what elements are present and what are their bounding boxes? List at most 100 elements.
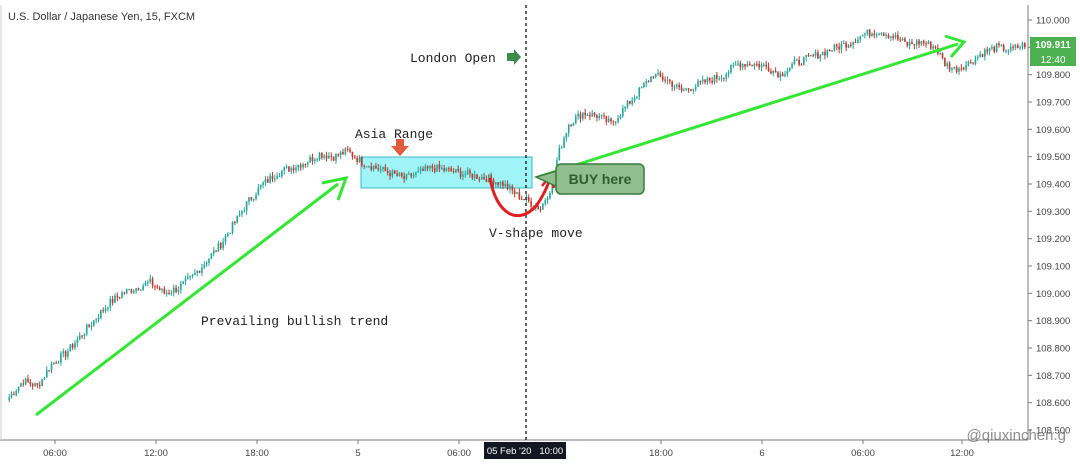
- candle-body: [842, 42, 845, 45]
- candle-body: [194, 273, 196, 275]
- price-tick-label: 109.500: [1036, 152, 1070, 163]
- candle-body: [880, 33, 883, 35]
- candle-body: [255, 195, 257, 199]
- candle-body: [845, 42, 847, 48]
- candle-body: [840, 44, 843, 50]
- candle-body: [116, 295, 119, 298]
- candle-body: [419, 168, 422, 171]
- candle-body: [882, 33, 885, 36]
- candle-body: [972, 63, 974, 65]
- candle-body: [878, 33, 880, 35]
- candle-body: [607, 118, 610, 123]
- candle-body: [490, 174, 492, 180]
- candle-body: [925, 43, 927, 45]
- candle-body: [732, 64, 735, 66]
- candle-body: [269, 175, 271, 183]
- candle-body: [537, 205, 539, 210]
- candle-body: [417, 170, 420, 173]
- candle-body: [680, 87, 683, 91]
- candle-body: [455, 169, 457, 173]
- candle-body: [915, 40, 918, 46]
- v-shape-curve: [488, 177, 552, 218]
- time-tick-label: 18:00: [245, 448, 269, 459]
- candle-body: [382, 167, 384, 170]
- candle-body: [911, 42, 913, 44]
- candle-body: [422, 168, 424, 171]
- candle-body: [812, 55, 815, 57]
- candle-body: [699, 81, 702, 83]
- candle-body: [208, 258, 210, 263]
- candle-body: [438, 164, 441, 169]
- candle-body: [772, 70, 775, 74]
- candle-body: [302, 164, 304, 168]
- candle-body: [661, 76, 664, 80]
- candle-body: [807, 55, 810, 57]
- candle-body: [704, 79, 706, 83]
- candle-body: [577, 113, 579, 117]
- candle-body: [718, 78, 721, 80]
- candle-body: [203, 264, 206, 268]
- trend-arrow-right: [537, 34, 967, 179]
- candle-body: [290, 167, 293, 172]
- candle-body: [506, 183, 509, 190]
- candle-body: [1002, 44, 1005, 51]
- candle-body: [64, 351, 67, 357]
- candle-body: [574, 116, 577, 124]
- candle-body: [243, 210, 246, 212]
- candle-series-overlay: [346, 146, 542, 213]
- candle-body: [151, 278, 154, 286]
- candle-body: [476, 174, 478, 179]
- candle-body: [309, 157, 311, 163]
- candle-body: [770, 71, 772, 74]
- candle-body: [154, 285, 156, 287]
- price-tick-label: 109.000: [1036, 289, 1070, 300]
- v-shape-label: V-shape move: [489, 226, 583, 241]
- candle-body: [325, 155, 328, 159]
- candle-body: [210, 253, 213, 259]
- candle-body: [828, 49, 831, 52]
- candle-body: [643, 83, 645, 88]
- price-tick-label: 109.200: [1036, 234, 1070, 245]
- price-tick-label: 109.700: [1036, 98, 1070, 109]
- candle-body: [144, 282, 147, 286]
- candle-body: [412, 174, 415, 177]
- candle-body: [398, 173, 401, 176]
- candle-body: [142, 285, 145, 290]
- candle-body: [304, 164, 307, 166]
- price-tick-label: 108.700: [1036, 371, 1070, 382]
- candle-body: [614, 121, 617, 123]
- candle-body: [156, 286, 159, 288]
- candle-body: [502, 181, 504, 187]
- candle-body: [485, 179, 488, 183]
- candle-body: [175, 287, 177, 292]
- candle-body: [786, 70, 789, 75]
- candle-body: [887, 35, 890, 38]
- candle-body: [466, 170, 469, 175]
- candle-body: [831, 50, 833, 52]
- time-tick-label: 06:00: [447, 448, 471, 459]
- candle-body: [248, 197, 250, 202]
- candle-body: [45, 370, 48, 378]
- candle-body: [100, 310, 102, 319]
- candle-body: [328, 155, 330, 159]
- candle-body: [170, 292, 173, 294]
- candle-body: [403, 176, 405, 179]
- candle-body: [647, 81, 650, 83]
- countdown-badge: [1030, 52, 1076, 66]
- candle-body: [690, 89, 692, 91]
- candle-body: [511, 186, 514, 191]
- candle-body: [694, 86, 697, 90]
- candle-body: [137, 288, 140, 291]
- candle-body: [71, 344, 74, 348]
- time-axis[interactable]: 06:00 12:00 18:00 5 06:00 18:00 6 06:00 12:00: [43, 440, 974, 459]
- candle-body: [177, 289, 180, 292]
- candle-body: [495, 182, 497, 185]
- candle-body: [356, 157, 358, 162]
- candle-body: [107, 307, 109, 309]
- candle-body: [464, 174, 467, 176]
- candle-body: [591, 112, 594, 117]
- candle-body: [346, 148, 349, 150]
- candle-body: [944, 58, 946, 67]
- buy-here-callout: [533, 163, 645, 195]
